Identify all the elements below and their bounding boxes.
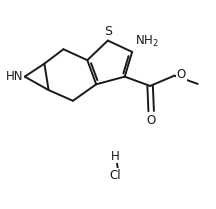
Text: NH$_2$: NH$_2$ — [135, 34, 159, 50]
Text: O: O — [146, 113, 156, 127]
Text: Cl: Cl — [110, 169, 121, 182]
Text: O: O — [176, 68, 186, 81]
Text: HN: HN — [6, 70, 23, 83]
Text: S: S — [104, 25, 112, 38]
Text: H: H — [111, 150, 120, 163]
